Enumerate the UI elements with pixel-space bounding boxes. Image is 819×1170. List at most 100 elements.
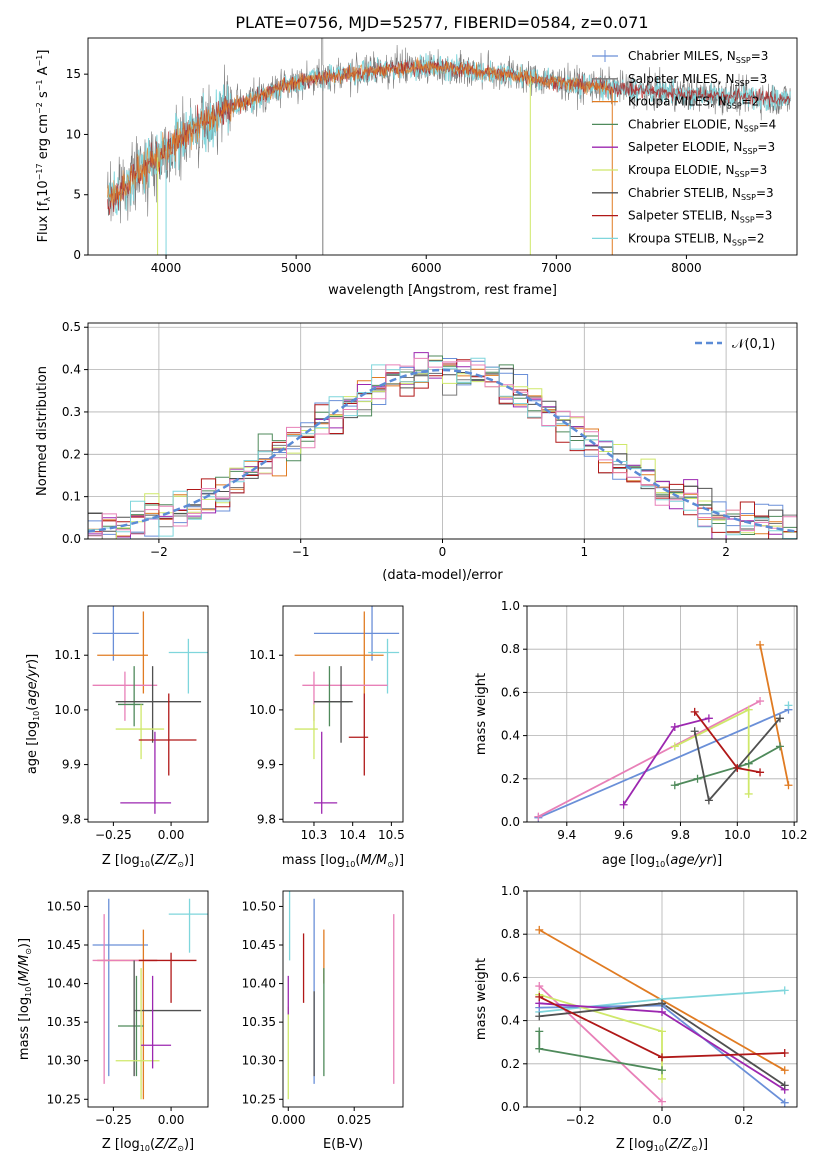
axes-mass_vs_Z: −0.25 0.00 10.25 10.30 10.35 10.40 10.45 10.50 Z… xyxy=(17,890,209,1153)
x-tick-label: 0.000 xyxy=(271,1113,305,1127)
series-line xyxy=(693,717,781,803)
y-tick-label: 0.4 xyxy=(501,729,520,743)
series-marker xyxy=(780,1066,789,1075)
plot-area xyxy=(88,352,797,539)
x-tick-label: 0 xyxy=(439,545,447,559)
series-marker xyxy=(780,986,789,995)
legend-label: Chabrier ELODIE, NSSP​=4 xyxy=(628,117,776,133)
series-marker xyxy=(658,1097,666,1106)
x-axis-label: wavelength [Angstrom, rest frame] xyxy=(328,283,557,298)
spectrum-model-line xyxy=(107,53,791,216)
x-tick-label: 9.6 xyxy=(614,828,633,842)
series-marker xyxy=(780,1098,789,1107)
spectrum-model-line xyxy=(107,57,612,206)
x-tick-label: −0.25 xyxy=(95,1113,132,1127)
series-line xyxy=(538,708,789,819)
series-marker xyxy=(756,640,765,649)
series-marker xyxy=(775,742,784,751)
figure-title: PLATE=0756, MJD=52577, FIBERID=0584, z=0… xyxy=(235,13,648,32)
y-tick-label: 9.9 xyxy=(257,758,276,772)
series-marker xyxy=(658,1053,666,1062)
x-tick-label: 1 xyxy=(580,545,588,559)
x-axis-label: mass [log10​(M/M⊙​)] xyxy=(282,853,404,869)
y-tick-label: 0.0 xyxy=(62,532,81,546)
y-tick-label: 10.40 xyxy=(47,977,81,991)
series-marker xyxy=(658,1007,666,1016)
y-tick-label: 10.0 xyxy=(249,703,276,717)
y-tick-label: 10.35 xyxy=(242,1015,276,1029)
series-marker xyxy=(784,701,793,710)
x-tick-label: 10.5 xyxy=(378,828,405,842)
x-tick-label: 10.4 xyxy=(339,828,366,842)
y-tick-label: 10.25 xyxy=(242,1092,276,1106)
spectrum-data-line xyxy=(107,38,791,224)
series-marker xyxy=(670,781,679,790)
series-marker xyxy=(756,697,765,706)
plot-area xyxy=(92,606,208,814)
plot-area xyxy=(294,606,400,814)
series-marker xyxy=(744,789,753,798)
y-tick-label: 15 xyxy=(66,67,81,81)
x-axis-label: Z [log10​(Z/Z⊙​)] xyxy=(616,1137,708,1153)
legend-marker xyxy=(599,50,611,62)
x-tick-label: 0.00 xyxy=(158,828,185,842)
axes-frame xyxy=(526,605,798,823)
plot-area xyxy=(107,38,791,255)
y-tick-label: 10.30 xyxy=(47,1054,81,1068)
y-tick-label: 0.5 xyxy=(62,320,81,334)
series-line xyxy=(674,745,781,787)
y-axis-label: mass [log10​(M/M⊙​)] xyxy=(17,938,33,1060)
y-tick-label: 0.4 xyxy=(501,1014,520,1028)
y-tick-label: 10.0 xyxy=(54,703,81,717)
series-marker xyxy=(690,727,699,736)
y-tick-label: 9.8 xyxy=(62,812,81,826)
y-axis-label: mass weight xyxy=(474,673,489,755)
plot-area xyxy=(92,898,208,1100)
series-marker xyxy=(756,768,765,777)
series-line xyxy=(537,700,761,818)
x-tick-label: 0.025 xyxy=(337,1113,371,1127)
y-axis-label: Flux [fλ​10−17​ erg cm−2​ s−1​ A−1​] xyxy=(35,50,52,243)
x-axis-label: Z [log10​(Z/Z⊙​)] xyxy=(102,1137,194,1153)
y-tick-label: 0.4 xyxy=(62,363,81,377)
y-tick-label: 0.6 xyxy=(501,685,520,699)
axes-weight_vs_Z: −0.2 0.0 0.2 0.0 0.2 0.4 0.6 0.8 1.0 mass weight Z… xyxy=(474,884,798,1153)
series-marker xyxy=(704,796,713,805)
x-tick-label: 4000 xyxy=(151,261,182,275)
x-tick-label: 10.3 xyxy=(301,828,328,842)
x-tick-label: 10.0 xyxy=(724,828,751,842)
x-tick-label: 9.8 xyxy=(671,828,690,842)
y-axis-label: age [log10​(age/yr)] xyxy=(25,654,41,774)
x-tick-label: −0.2 xyxy=(566,1113,595,1127)
legend-label: Salpeter MILES, NSSP​=3 xyxy=(628,72,767,88)
series-marker xyxy=(658,1027,666,1036)
axes-age_vs_Z: −0.25 0.00 9.8 9.9 10.0 10.1 Z [log10​(Z/Z⊙​)]… xyxy=(25,605,209,869)
y-tick-label: 5 xyxy=(73,188,81,202)
y-tick-label: 10 xyxy=(66,127,81,141)
axes-frame xyxy=(526,890,798,1108)
axes-spectrum: 4000 5000 6000 7000 8000 0 5 10 15 wavelength [An… xyxy=(35,37,798,298)
normal-curve xyxy=(88,368,797,533)
axes-frame xyxy=(282,890,404,1108)
series-marker xyxy=(535,1012,544,1021)
x-axis-label: Z [log10​(Z/Z⊙​)] xyxy=(102,853,194,869)
y-axis-label: mass weight xyxy=(474,958,489,1040)
histogram-step xyxy=(88,357,797,539)
y-tick-label: 10.30 xyxy=(242,1054,276,1068)
y-tick-label: 0 xyxy=(73,248,81,262)
axes-mass_vs_ebv: 0.000 0.025 10.25 10.30 10.35 10.40 10.45 10.50… xyxy=(242,890,404,1152)
series-line xyxy=(759,644,790,786)
histogram-step xyxy=(88,357,797,539)
x-axis-label: age [log10​(age/yr)] xyxy=(602,853,722,869)
y-tick-label: 0.2 xyxy=(501,772,520,786)
x-tick-label: 8000 xyxy=(671,261,702,275)
y-tick-label: 0.2 xyxy=(501,1057,520,1071)
series-marker xyxy=(780,1081,789,1090)
series-marker xyxy=(658,999,666,1008)
series-marker xyxy=(744,759,753,768)
legend-label: Chabrier STELIB, NSSP​=3 xyxy=(628,186,774,202)
y-tick-label: 10.50 xyxy=(242,899,276,913)
x-tick-label: 9.4 xyxy=(557,828,576,842)
axes-frame xyxy=(87,322,798,540)
